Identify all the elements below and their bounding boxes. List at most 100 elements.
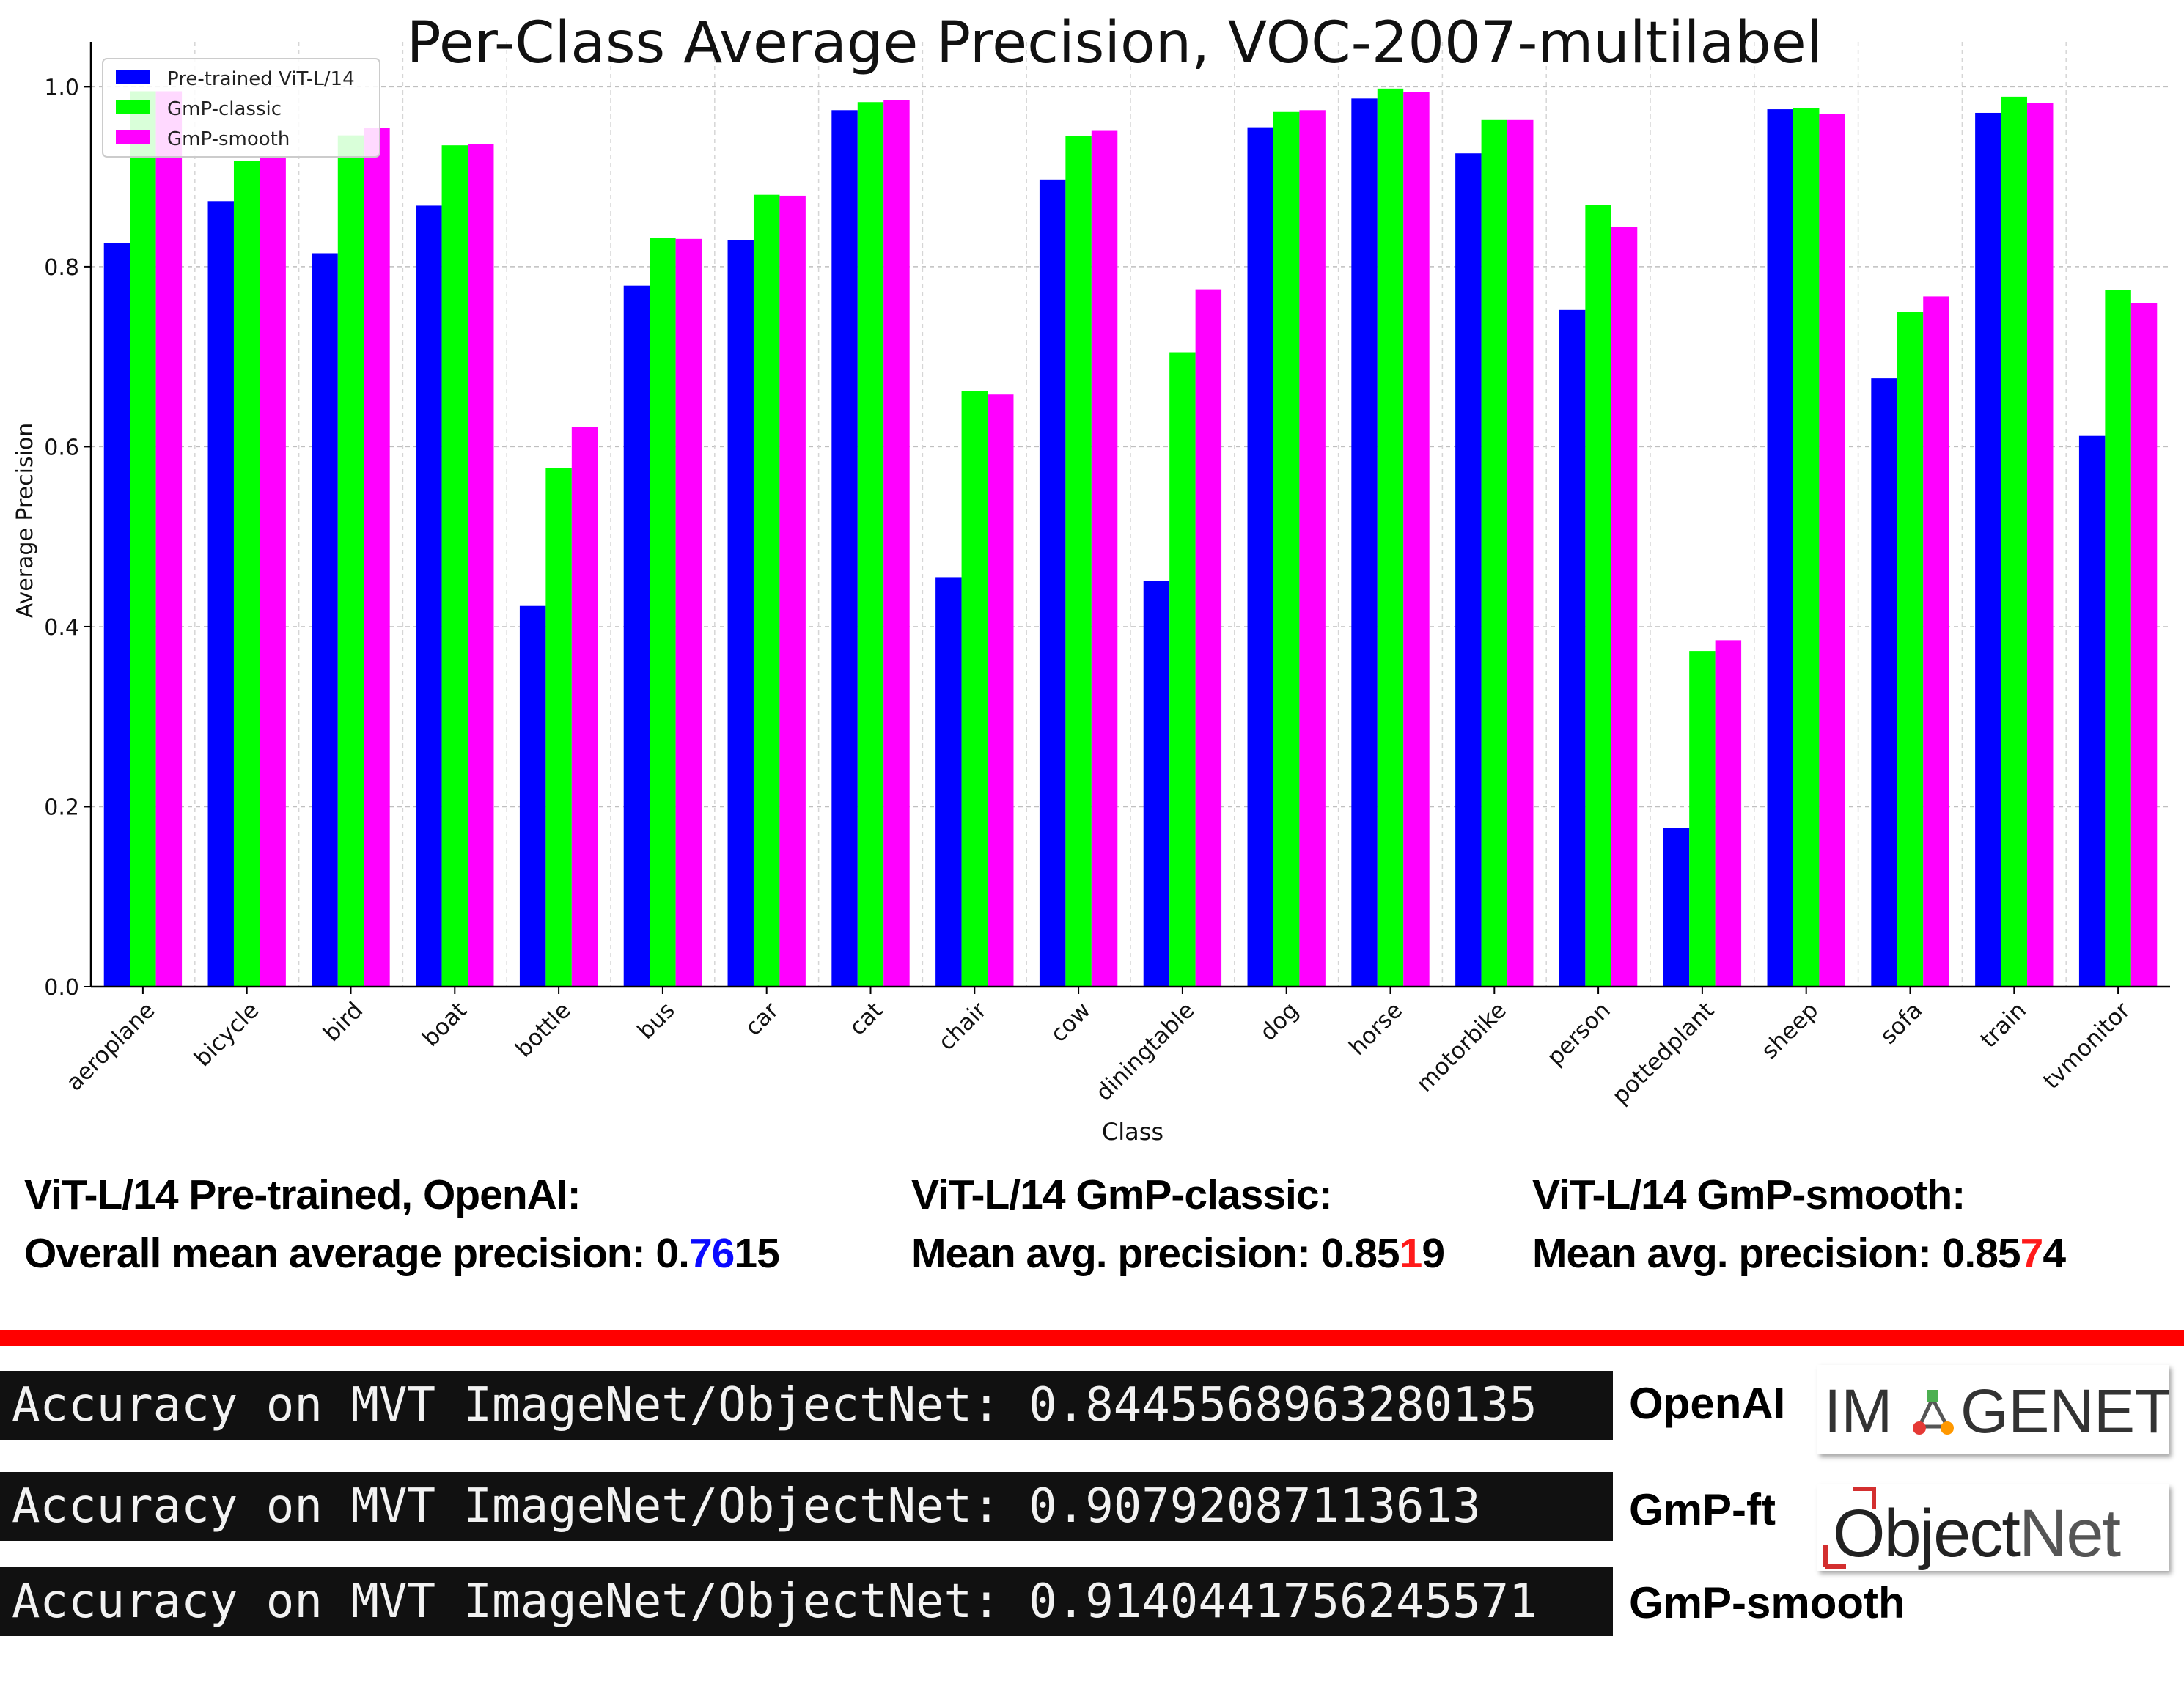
x-tick-label-motorbike: motorbike (1411, 997, 1512, 1097)
bar-tvmonitor-0 (2078, 435, 2106, 987)
red-divider (0, 1330, 2184, 1346)
bar-diningtable-1 (1169, 352, 1196, 987)
summary-pretrained: ViT-L/14 Pre-trained, OpenAI: Overall me… (24, 1166, 780, 1283)
summary-pretrained-value: Overall mean average precision: 0.7615 (24, 1230, 780, 1277)
axes (89, 42, 2170, 988)
summary-gmp-classic-value: Mean avg. precision: 0.8519 (911, 1230, 1445, 1277)
bar-chair-2 (988, 394, 1014, 987)
legend-label-gmp-smooth: GmP-smooth (167, 128, 290, 150)
bar-boat-2 (468, 144, 494, 987)
summary-gmp-classic-title: ViT-L/14 GmP-classic: (911, 1171, 1333, 1218)
x-tick-label-sheep: sheep (1757, 997, 1824, 1064)
x-tick-label-cow: cow (1045, 997, 1096, 1048)
x-tick-label-car: car (740, 997, 784, 1041)
bar-motorbike-1 (1481, 119, 1508, 987)
x-tick-label-diningtable: diningtable (1091, 997, 1200, 1106)
objectnet-logo: ObjectNet (1817, 1484, 2169, 1571)
bar-bus-2 (675, 238, 702, 987)
x-tick-label-bird: bird (318, 997, 368, 1047)
x-tick-label-boat: boat (417, 997, 472, 1052)
bars (103, 88, 2158, 987)
x-tick-label-chair: chair (933, 997, 992, 1056)
legend-swatch-gmp-smooth (116, 130, 150, 144)
bar-cat-2 (883, 100, 910, 987)
x-tick-label-horse: horse (1344, 997, 1408, 1061)
x-tick-label-bus: bus (633, 997, 680, 1045)
bar-pottedplant-0 (1663, 828, 1690, 987)
x-tick-label-bicycle: bicycle (189, 997, 264, 1072)
bar-sofa-1 (1897, 312, 1924, 987)
bar-sheep-2 (1819, 114, 1845, 987)
x-tick-label-bottle: bottle (510, 997, 576, 1063)
bar-car-0 (727, 240, 754, 987)
bar-boat-0 (416, 205, 442, 987)
y-tick-label: 0.2 (44, 795, 79, 820)
imagenet-tree-icon (1913, 1390, 1954, 1435)
bar-bottle-2 (571, 427, 598, 987)
summary-pretrained-title: ViT-L/14 Pre-trained, OpenAI: (24, 1171, 581, 1218)
bar-person-1 (1585, 205, 1611, 987)
legend-label-gmp-classic: GmP-classic (167, 98, 282, 120)
chart-title: Per-Class Average Precision, VOC-2007-mu… (407, 10, 1823, 76)
bar-chart: 0.00.20.40.60.81.0 aeroplane bicycle bird b… (12, 10, 2170, 1146)
accuracy-row-gmp-ft: Accuracy on MVT ImageNet/ObjectNet: 0.90… (0, 1472, 1613, 1541)
bar-bicycle-0 (207, 201, 234, 987)
bar-bus-0 (623, 285, 650, 987)
label-openai: OpenAI (1629, 1379, 1786, 1428)
bar-person-2 (1611, 227, 1638, 987)
bar-aeroplane-2 (155, 91, 183, 987)
bar-sheep-1 (1793, 108, 1820, 987)
bar-motorbike-0 (1455, 153, 1482, 987)
bar-pottedplant-2 (1715, 640, 1742, 987)
bar-aeroplane-1 (130, 91, 156, 987)
y-tick-label: 0.0 (44, 975, 79, 1001)
bar-dog-0 (1247, 127, 1273, 987)
bar-cow-0 (1039, 179, 1066, 987)
bar-pottedplant-1 (1689, 651, 1716, 987)
label-gmp-ft: GmP-ft (1629, 1485, 1776, 1534)
x-tick-labels: aeroplane bicycle bird boat bottle bus car cat c… (61, 987, 2136, 1109)
x-tick-label-cat: cat (845, 997, 889, 1041)
accuracy-row-gmp-smooth: Accuracy on MVT ImageNet/ObjectNet: 0.91… (0, 1567, 1613, 1636)
x-tick-label-sofa: sofa (1875, 997, 1927, 1049)
bar-bottle-1 (545, 468, 572, 987)
y-tick-label: 0.4 (44, 615, 79, 641)
summary-gmp-classic: ViT-L/14 GmP-classic: Mean avg. precisio… (911, 1166, 1445, 1283)
summary-gmp-smooth-title: ViT-L/14 GmP-smooth: (1532, 1171, 1966, 1218)
legend-swatch-pretrained (116, 70, 150, 84)
bar-horse-1 (1377, 88, 1404, 987)
svg-text:IM: IM (1824, 1377, 1892, 1446)
bar-motorbike-2 (1507, 119, 1534, 987)
bar-bottle-0 (519, 605, 546, 987)
bar-bicycle-2 (260, 157, 286, 987)
bar-train-0 (1975, 112, 2001, 987)
bar-tvmonitor-2 (2130, 303, 2158, 987)
x-tick-label-pottedplant: pottedplant (1607, 997, 1719, 1109)
bar-cow-1 (1065, 136, 1092, 987)
bar-bus-1 (650, 238, 676, 987)
bar-bird-1 (337, 135, 364, 987)
bar-dog-1 (1273, 111, 1300, 987)
bar-diningtable-2 (1195, 289, 1222, 987)
bar-bird-0 (312, 253, 338, 987)
bar-boat-1 (441, 145, 468, 987)
legend-label-pretrained: Pre-trained ViT-L/14 (167, 68, 355, 90)
svg-text:ObjectNet: ObjectNet (1833, 1496, 2121, 1571)
bar-tvmonitor-1 (2105, 290, 2131, 987)
y-tick-label: 0.8 (44, 255, 79, 281)
bar-bicycle-1 (233, 161, 260, 987)
summary-gmp-smooth-value: Mean avg. precision: 0.8574 (1532, 1230, 2066, 1277)
bar-sheep-0 (1767, 109, 1793, 987)
legend-swatch-gmp-classic (116, 100, 150, 114)
bar-horse-0 (1351, 98, 1378, 987)
summary-gmp-smooth: ViT-L/14 GmP-smooth: Mean avg. precision… (1532, 1166, 2066, 1283)
x-tick-label-dog: dog (1255, 997, 1304, 1046)
svg-text:GENET: GENET (1960, 1377, 2169, 1446)
x-tick-label-tvmonitor: tvmonitor (2038, 997, 2136, 1094)
x-tick-label-aeroplane: aeroplane (61, 997, 160, 1096)
label-gmp-smooth: GmP-smooth (1629, 1578, 1905, 1627)
bar-horse-2 (1403, 92, 1430, 987)
bar-aeroplane-0 (103, 243, 130, 987)
bar-sofa-0 (1871, 378, 1897, 987)
bar-bird-2 (364, 128, 390, 987)
